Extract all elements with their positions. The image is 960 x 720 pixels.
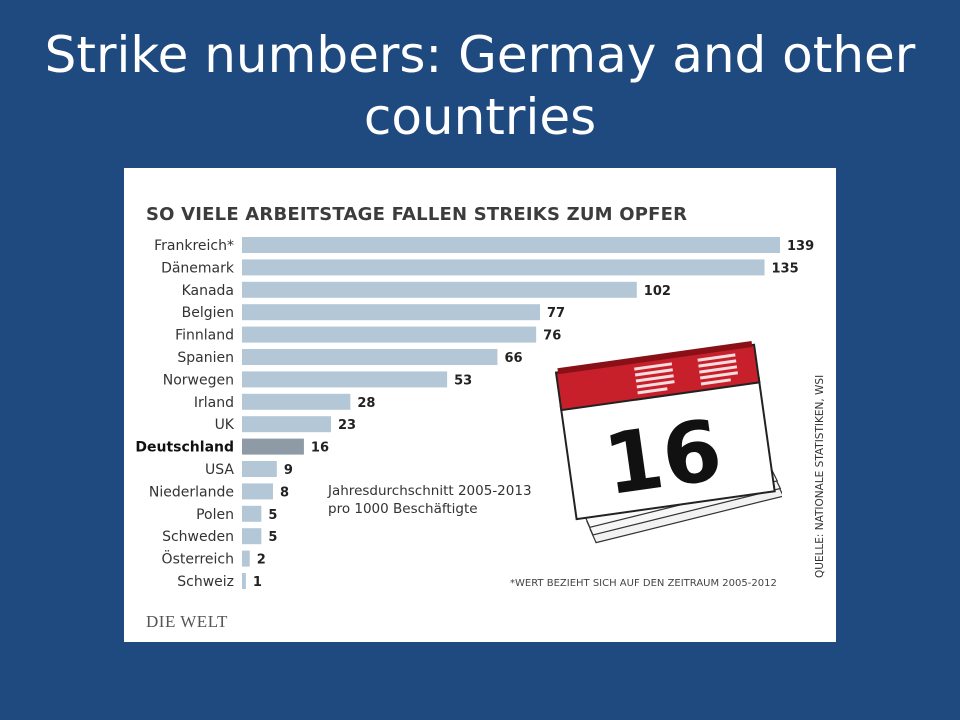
category-label: Schweden <box>162 529 234 545</box>
category-label: Niederlande <box>149 484 234 500</box>
bar <box>242 393 351 410</box>
value-label: 77 <box>547 306 565 321</box>
value-label: 76 <box>543 329 561 344</box>
category-label: Österreich <box>162 550 234 568</box>
category-label: USA <box>205 462 234 478</box>
note-line-1: Jahresdurchschnitt 2005-2013 <box>328 483 532 499</box>
category-label: Norwegen <box>163 372 234 388</box>
category-label: Spanien <box>177 350 234 366</box>
value-label: 1 <box>253 575 262 590</box>
value-label: 139 <box>787 239 814 254</box>
chart-footnote: *WERT BEZIEHT SICH AUF DEN ZEITRAUM 2005… <box>510 578 777 589</box>
bar <box>242 528 262 545</box>
bar <box>242 281 637 298</box>
bar-chart: Frankreich* 139 Dänemark 135 Kanada 102 Belgie… <box>135 237 814 590</box>
category-label: Finnland <box>175 328 234 344</box>
category-label: Dänemark <box>161 260 235 276</box>
chart-note: Jahresdurchschnitt 2005-2013 pro 1000 Be… <box>328 482 532 518</box>
chart-source: QUELLE: NATIONALE STATISTIKEN, WSI <box>814 374 826 578</box>
slide-title: Strike numbers: Germay and other countri… <box>44 26 916 146</box>
die-welt-logo: DIE WELT <box>146 612 228 631</box>
value-label: 2 <box>257 553 266 568</box>
bar <box>242 371 448 388</box>
chart-title: SO VIELE ARBEITSTAGE FALLEN STREIKS ZUM … <box>146 204 688 225</box>
category-label: Deutschland <box>135 440 234 456</box>
value-label: 28 <box>357 396 375 411</box>
value-label: 5 <box>268 530 277 545</box>
tear-off-calendar-icon: 16 <box>554 341 782 544</box>
note-line-2: pro 1000 Beschäftigte <box>328 501 478 517</box>
bar <box>242 304 541 321</box>
value-label: 135 <box>772 261 799 276</box>
category-label: Kanada <box>182 283 234 299</box>
value-label: 102 <box>644 284 671 299</box>
bar <box>242 237 780 253</box>
chart-panel: SO VIELE ARBEITSTAGE FALLEN STREIKS ZUM … <box>124 168 836 642</box>
value-label: 9 <box>284 463 293 478</box>
category-label: UK <box>215 417 235 433</box>
bar <box>242 483 273 500</box>
category-label: Frankreich* <box>154 238 234 254</box>
value-label: 66 <box>504 351 522 366</box>
bar <box>242 416 332 433</box>
value-label: 5 <box>268 508 277 523</box>
bar <box>242 461 277 477</box>
category-label: Belgien <box>182 305 234 321</box>
value-label: 16 <box>311 441 329 456</box>
category-label: Schweiz <box>177 574 234 590</box>
bar <box>242 259 765 276</box>
bar <box>242 505 262 522</box>
value-label: 23 <box>338 418 356 433</box>
value-label: 53 <box>454 373 472 388</box>
bar <box>242 326 537 343</box>
calendar-day-number: 16 <box>598 401 727 514</box>
bar <box>242 438 304 455</box>
category-label: Irland <box>194 395 234 411</box>
bar <box>242 573 246 589</box>
bar <box>242 349 498 365</box>
bar <box>242 550 250 567</box>
category-label: Polen <box>196 507 234 523</box>
value-label: 8 <box>280 485 289 500</box>
